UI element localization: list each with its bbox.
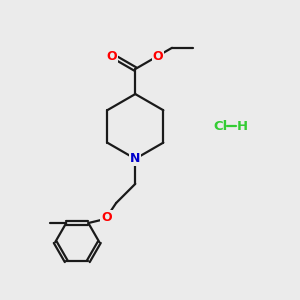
Text: N: N <box>130 152 140 165</box>
Text: O: O <box>106 50 117 64</box>
Text: H: H <box>237 120 248 133</box>
Text: Cl: Cl <box>214 120 228 133</box>
Text: O: O <box>153 50 164 64</box>
Text: O: O <box>101 211 112 224</box>
